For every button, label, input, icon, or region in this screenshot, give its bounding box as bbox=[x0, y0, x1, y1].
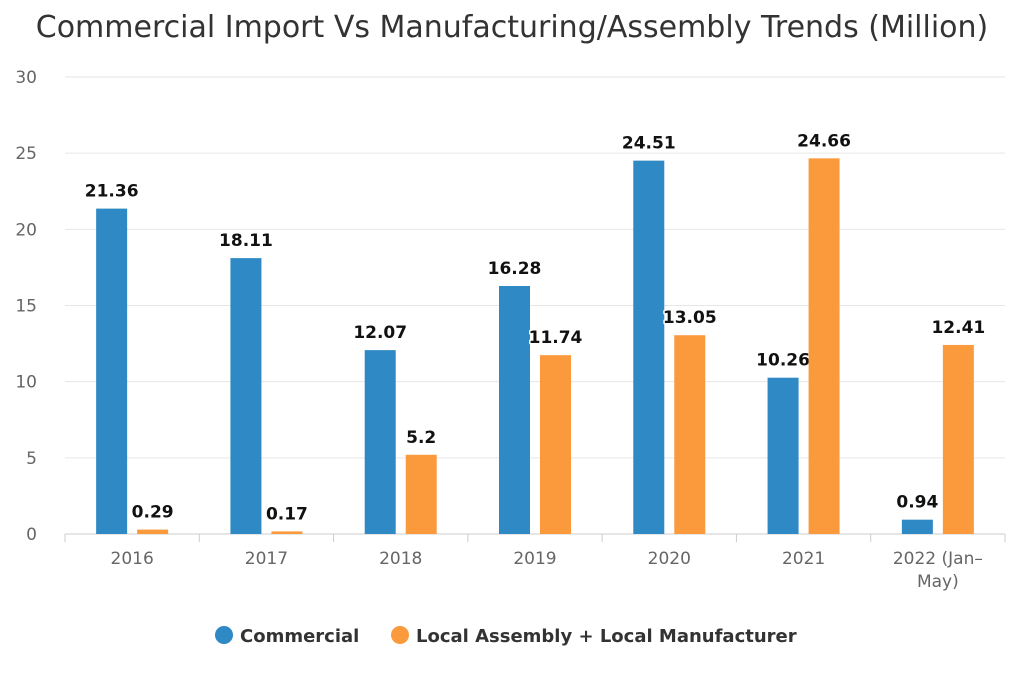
bar-local-assembly bbox=[405, 454, 437, 534]
x-tick-label: 2017 bbox=[245, 549, 288, 569]
y-tick-label: 30 bbox=[15, 68, 37, 88]
x-tick-label: 2021 bbox=[782, 549, 825, 569]
data-label: 24.51 bbox=[622, 134, 676, 154]
y-tick-label: 20 bbox=[15, 220, 37, 240]
y-tick-label: 0 bbox=[26, 525, 37, 545]
x-tick-label: 2019 bbox=[513, 549, 556, 569]
x-tick-label: 2018 bbox=[379, 549, 422, 569]
bar-commercial bbox=[767, 377, 799, 534]
bar-commercial bbox=[230, 258, 262, 534]
bar-local-assembly bbox=[137, 529, 169, 534]
bar-commercial bbox=[633, 160, 665, 535]
bar-local-assembly bbox=[271, 531, 303, 534]
legend-marker bbox=[391, 626, 409, 644]
data-label: 11.74 bbox=[529, 328, 583, 348]
x-tick-label: 2020 bbox=[648, 549, 691, 569]
bar-local-assembly bbox=[674, 335, 706, 534]
y-tick-label: 25 bbox=[15, 144, 37, 164]
data-label: 0.17 bbox=[266, 504, 308, 524]
y-tick-label: 10 bbox=[15, 373, 37, 393]
data-label: 16.28 bbox=[488, 259, 542, 279]
data-label: 13.05 bbox=[663, 308, 717, 328]
data-label: 18.11 bbox=[219, 231, 273, 251]
x-tick-label: May) bbox=[917, 572, 959, 592]
data-label: 10.26 bbox=[756, 351, 810, 371]
data-label: 12.41 bbox=[931, 318, 985, 338]
bar-local-assembly bbox=[808, 158, 840, 534]
bar-commercial bbox=[96, 208, 128, 534]
y-tick-label: 15 bbox=[15, 297, 37, 317]
bar-commercial bbox=[364, 350, 396, 534]
data-label: 0.94 bbox=[896, 493, 938, 513]
bar-commercial bbox=[901, 519, 933, 534]
data-label: 5.2 bbox=[406, 428, 436, 448]
bar-local-assembly bbox=[942, 344, 974, 534]
bar-commercial bbox=[499, 286, 530, 534]
data-label: 0.29 bbox=[132, 503, 174, 523]
legend-label: Local Assembly + Local Manufacturer bbox=[416, 626, 797, 647]
x-tick-label: 2022 (Jan– bbox=[893, 549, 983, 569]
y-tick-label: 5 bbox=[26, 449, 37, 469]
chart-title: Commercial Import Vs Manufacturing/Assem… bbox=[35, 10, 989, 45]
bar-local-assembly bbox=[540, 355, 571, 534]
legend-marker bbox=[215, 626, 233, 644]
x-tick-label: 2016 bbox=[111, 549, 154, 569]
data-label: 24.66 bbox=[797, 131, 851, 151]
legend-label: Commercial bbox=[240, 626, 359, 647]
data-label: 12.07 bbox=[353, 323, 407, 343]
data-label: 21.36 bbox=[85, 182, 139, 202]
